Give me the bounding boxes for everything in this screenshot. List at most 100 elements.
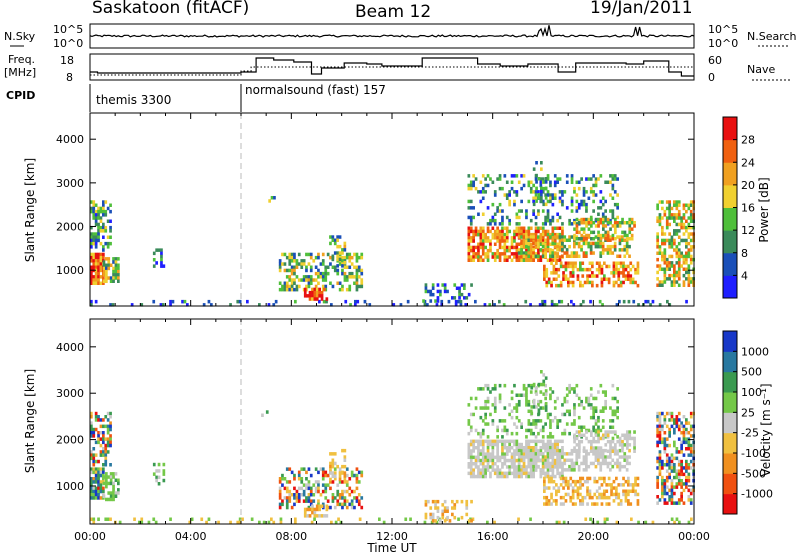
echo-cell — [474, 446, 478, 450]
echo-cell — [580, 199, 583, 204]
echo-cell — [305, 252, 308, 257]
echo-cell — [541, 442, 545, 447]
echo-cell — [587, 227, 591, 231]
echo-cell — [682, 225, 686, 230]
echo-cell — [336, 502, 340, 507]
echo-cell — [92, 252, 96, 257]
echo-cell — [104, 453, 108, 457]
echo-cell — [532, 398, 536, 403]
echo-cell — [312, 499, 316, 503]
echo-cell — [517, 180, 521, 184]
echo-cell — [486, 422, 490, 426]
echo-cell — [94, 271, 98, 276]
echo-cell — [539, 446, 543, 450]
echo-cell — [508, 202, 511, 207]
echo-cell — [611, 224, 615, 228]
echo-cell — [576, 277, 580, 281]
echo-cell — [317, 489, 320, 494]
echo-cell — [673, 232, 676, 236]
echo-cell — [685, 257, 688, 262]
echo-cell — [677, 200, 681, 204]
echo-cell — [517, 393, 521, 397]
echo-cell — [489, 465, 492, 469]
echo-cell — [627, 489, 630, 493]
echo-cell — [532, 402, 536, 406]
echo-cell — [517, 215, 521, 220]
echo-cell — [532, 251, 535, 255]
echo-cell — [597, 436, 600, 441]
echo-cell — [317, 486, 320, 491]
echo-cell — [106, 424, 110, 429]
echo-cell — [689, 488, 693, 493]
echo-cell — [550, 476, 553, 481]
echo-cell — [513, 174, 516, 178]
echo-cell — [561, 245, 564, 250]
echo-cell — [658, 463, 662, 467]
echo-cell — [590, 439, 593, 444]
echo-cell — [501, 435, 504, 439]
echo-cell — [575, 443, 579, 447]
echo-cell — [94, 411, 98, 416]
echo-cell — [689, 466, 693, 470]
echo-cell — [564, 261, 568, 265]
echo-cell — [552, 479, 556, 484]
echo-cell — [311, 294, 314, 298]
x-tick-label: 04:00 — [175, 530, 207, 543]
echo-cell — [680, 459, 683, 464]
noise-left-tick-top: 10^5 — [53, 23, 83, 36]
echo-cell — [481, 248, 485, 253]
echo-cell — [97, 225, 100, 230]
echo-cell — [627, 264, 630, 269]
echo-cell — [305, 284, 308, 289]
echo-cell — [496, 209, 499, 213]
echo-cell — [553, 461, 557, 466]
echo-cell — [582, 425, 586, 429]
echo-cell — [685, 437, 688, 441]
echo-cell — [472, 252, 475, 256]
echo-cell — [515, 446, 519, 450]
echo-cell — [501, 442, 504, 447]
echo-cell — [592, 406, 595, 410]
echo-cell — [580, 233, 584, 238]
echo-cell — [94, 262, 98, 266]
echo-cell — [423, 303, 427, 307]
echo-cell — [540, 193, 543, 197]
echo-cell — [549, 419, 552, 423]
echo-cell — [599, 221, 603, 225]
echo-cell — [689, 238, 693, 243]
echo-cell — [611, 430, 615, 434]
echo-cell — [677, 501, 681, 505]
echo-cell — [665, 485, 669, 489]
echo-cell — [541, 428, 545, 433]
echo-cell — [661, 459, 664, 464]
echo-cell — [479, 406, 483, 410]
echo-cell — [570, 196, 574, 200]
echo-cell — [300, 493, 304, 497]
echo-cell — [424, 503, 428, 507]
echo-cell — [501, 186, 504, 191]
echo-cell — [498, 396, 502, 401]
echo-cell — [616, 439, 620, 444]
echo-cell — [604, 433, 608, 437]
echo-cell — [604, 233, 608, 238]
echo-cell — [530, 411, 534, 416]
echo-cell — [99, 206, 103, 211]
echo-cell — [525, 403, 528, 407]
echo-cell — [508, 248, 511, 253]
echo-cell — [527, 226, 531, 230]
echo-cell — [668, 203, 671, 207]
echo-cell — [592, 221, 596, 225]
echo-cell — [307, 467, 311, 471]
echo-cell — [105, 475, 108, 479]
echo-cell — [90, 483, 93, 487]
echo-cell — [568, 409, 571, 413]
echo-cell — [546, 229, 550, 234]
echo-cell — [503, 193, 507, 197]
echo-cell — [505, 245, 509, 250]
echo-cell — [94, 281, 98, 285]
echo-cell — [285, 275, 289, 279]
echo-cell — [285, 284, 289, 289]
echo-cell — [677, 203, 681, 207]
echo-cell — [517, 232, 521, 237]
echo-cell — [610, 492, 613, 497]
